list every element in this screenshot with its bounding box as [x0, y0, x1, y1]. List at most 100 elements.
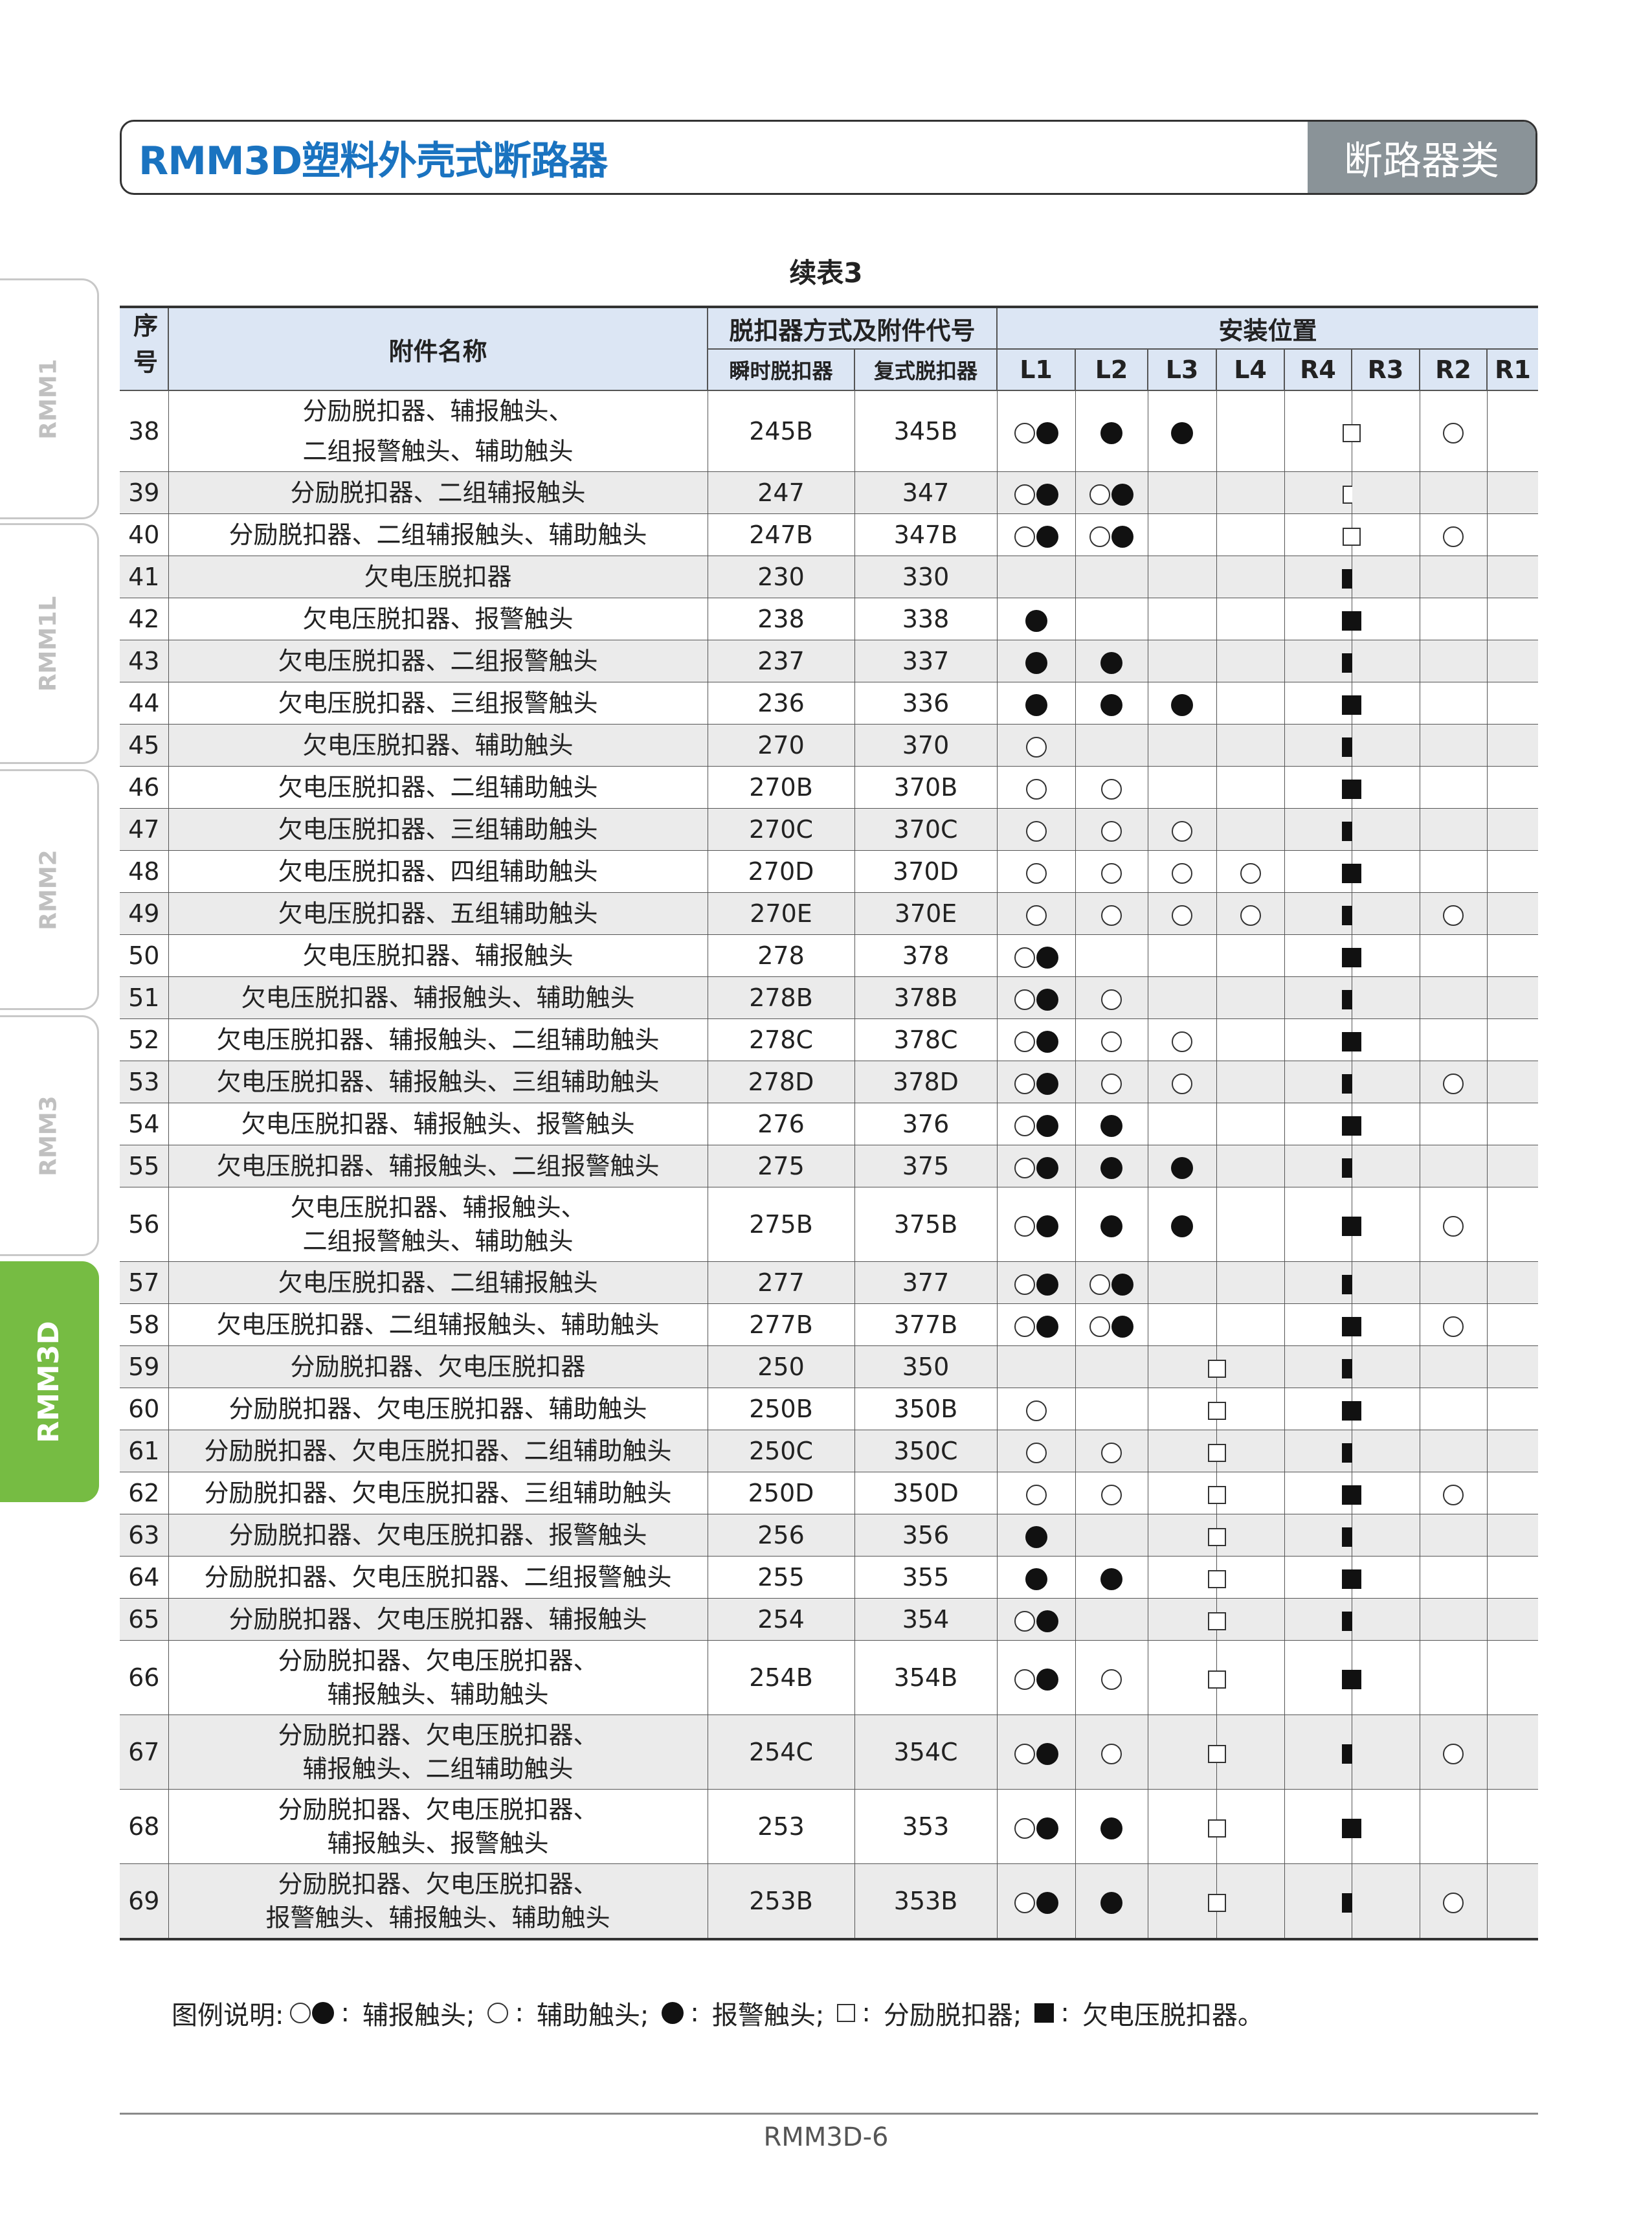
- symbol-ob: [1014, 1742, 1058, 1765]
- cell-position-r1: [1486, 1863, 1539, 1940]
- cell-position-l1: [996, 640, 1076, 682]
- name-line: 辅报触头、辅助触头: [327, 1680, 549, 1709]
- cell-position-r2: [1419, 556, 1488, 598]
- legend-prefix: 图例说明:: [172, 2001, 284, 2030]
- name-line: 欠电压脱扣器、报警触头: [302, 605, 574, 633]
- cell-position-l4: [1216, 682, 1285, 725]
- side-tab-rmm1l[interactable]: RMM1L: [0, 523, 99, 764]
- cell-position-l3: [1147, 1714, 1217, 1790]
- cell-name: 欠电压脱扣器: [168, 556, 708, 598]
- cell-seq: 43: [120, 640, 169, 682]
- cell-instant-code: 256: [707, 1514, 855, 1557]
- symbol-b: [1171, 1156, 1194, 1179]
- open-circle-icon: [1014, 1316, 1035, 1337]
- side-tab-rmm1[interactable]: RMM1: [0, 278, 99, 519]
- open-circle-icon: [1089, 1316, 1111, 1337]
- legend-label: 辅报触头;: [362, 2001, 475, 2030]
- cell-position-r1: [1486, 1303, 1539, 1346]
- cell-position-r3: [1351, 934, 1420, 977]
- table-row: 62 分励脱扣器、欠电压脱扣器、三组辅助触头 250D 350D: [120, 1472, 1539, 1514]
- cell-position-l1: [996, 682, 1076, 725]
- cell-position-r3: [1351, 598, 1420, 640]
- cell-position-r1: [1486, 724, 1539, 767]
- cell-position-l1: [996, 556, 1076, 598]
- cell-position-l4: [1207, 1714, 1285, 1790]
- cell-position-l1: [996, 1103, 1076, 1145]
- side-tab-rmm3[interactable]: RMM3: [0, 1015, 99, 1256]
- table-row: 65 分励脱扣器、欠电压脱扣器、辅报触头 254 354: [120, 1598, 1539, 1641]
- header-name: 附件名称: [168, 306, 708, 391]
- symbol-o: [1443, 905, 1464, 926]
- cell-position-r1: [1486, 766, 1539, 809]
- cell-position-l2: [1075, 640, 1148, 682]
- filled-circle-icon: [1025, 693, 1047, 716]
- filled-circle-icon: [1036, 483, 1058, 506]
- symbol-ob: [1014, 1817, 1058, 1839]
- cell-position-l3: [1147, 1145, 1217, 1187]
- cell-position-l1: [996, 1640, 1076, 1715]
- symbol-o: [1443, 1892, 1464, 1913]
- cell-position-l2: [1075, 1145, 1148, 1187]
- symbol-s: [1207, 1527, 1226, 1546]
- filled-circle-icon: [1111, 525, 1134, 548]
- cell-position-r4: [1284, 556, 1362, 598]
- cell-position-l1: [996, 1345, 1076, 1388]
- cell-position-r1: [1486, 892, 1539, 935]
- filled-circle-icon: [1036, 1891, 1058, 1914]
- cell-position-r1: [1486, 556, 1539, 598]
- cell-seq: 61: [120, 1430, 169, 1472]
- open-circle-icon: [1025, 778, 1047, 800]
- symbol-o: [1101, 1669, 1122, 1690]
- header-position-r3: R3: [1351, 349, 1421, 391]
- cell-position-r1: [1486, 1261, 1539, 1304]
- cell-position-r4: [1284, 1430, 1362, 1472]
- cell-position-l4: [1216, 640, 1285, 682]
- cell-compound-code: 378D: [854, 1061, 998, 1103]
- cell-position-l4: [1207, 1556, 1285, 1599]
- cell-compound-code: 330: [854, 556, 998, 598]
- cell-instant-code: 230: [707, 556, 855, 598]
- symbol-b: [1100, 1568, 1123, 1590]
- cell-position-r1: [1486, 1388, 1539, 1430]
- open-circle-icon: [1014, 1817, 1035, 1839]
- filled-circle-icon: [1036, 1610, 1058, 1632]
- filled-circle-icon: [1025, 1525, 1047, 1548]
- cell-position-r4: [1284, 1187, 1362, 1262]
- filled-circle-icon: [1036, 1030, 1058, 1053]
- cell-position-r4: [1284, 808, 1362, 851]
- open-circle-icon: [1240, 905, 1261, 926]
- table-row: 67 分励脱扣器、欠电压脱扣器、 辅报触头、二组辅助触头 254C 354C: [120, 1714, 1539, 1790]
- open-circle-icon: [1014, 1669, 1035, 1690]
- open-square-icon: [1207, 1527, 1226, 1546]
- cell-seq: 69: [120, 1863, 169, 1940]
- cell-position-l4: [1216, 1061, 1285, 1103]
- table-row: 42 欠电压脱扣器、报警触头 238 338: [120, 598, 1539, 640]
- cell-position-r3: [1351, 682, 1420, 725]
- cell-seq: 51: [120, 976, 169, 1019]
- name-line: 分励脱扣器、欠电压脱扣器、: [278, 1721, 598, 1749]
- filled-circle-icon: [1100, 1114, 1123, 1137]
- symbol-s: [1207, 1569, 1226, 1588]
- cell-position-r1: [1486, 640, 1539, 682]
- cell-name: 分励脱扣器、欠电压脱扣器、 报警触头、辅报触头、辅助触头: [168, 1863, 708, 1940]
- cell-position-r1: [1486, 1714, 1539, 1790]
- symbol-s: [1207, 1744, 1226, 1763]
- open-circle-icon: [1172, 1031, 1193, 1052]
- filled-circle-icon: [1171, 1215, 1194, 1237]
- cell-position-l1: [996, 1514, 1076, 1557]
- cell-position-r4: [1284, 1303, 1362, 1346]
- cell-seq: 57: [120, 1261, 169, 1304]
- symbol-o: [1443, 1484, 1464, 1505]
- name-line: 分励脱扣器、欠电压脱扣器、: [278, 1870, 598, 1898]
- cell-position-r4: [1284, 1345, 1362, 1388]
- cell-position-r4: [1284, 390, 1361, 472]
- cell-compound-code: 347B: [854, 513, 998, 556]
- side-tab-rmm3d[interactable]: RMM3D: [0, 1261, 99, 1502]
- symbol-s: [1207, 1401, 1226, 1420]
- cell-seq: 42: [120, 598, 169, 640]
- side-tab-rmm2[interactable]: RMM2: [0, 769, 99, 1010]
- cell-position-l4: [1216, 556, 1285, 598]
- cell-position-r2: [1419, 513, 1488, 556]
- name-line: 分励脱扣器、辅报触头、: [302, 397, 574, 425]
- cell-position-l3: [1147, 934, 1217, 977]
